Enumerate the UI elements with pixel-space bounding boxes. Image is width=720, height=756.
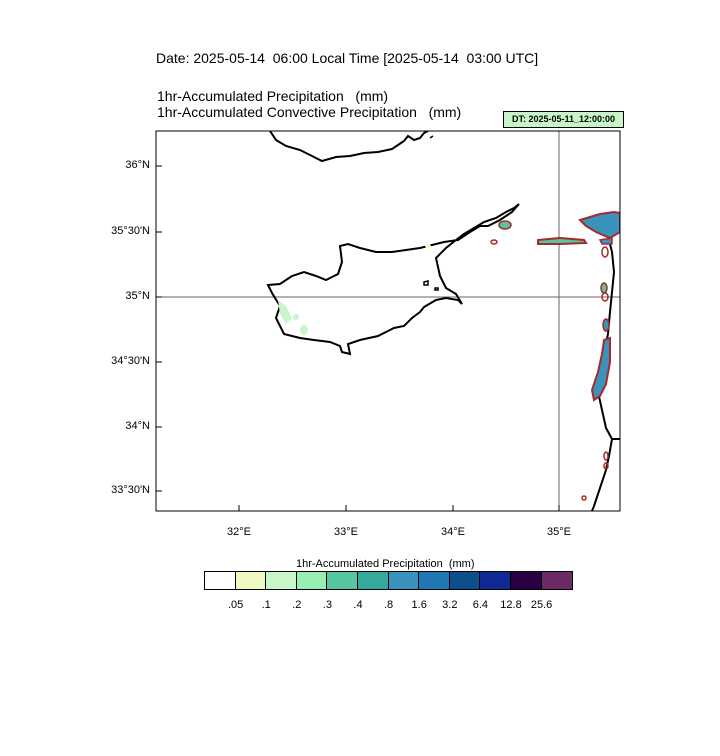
colorbar [204, 571, 574, 590]
colorbar-tick-label: 12.8 [500, 599, 522, 611]
convective-cell [578, 210, 620, 240]
precip-area-light [425, 244, 431, 248]
colorbar-title: 1hr-Accumulated Precipitation (mm) [296, 558, 475, 570]
colorbar-tick-label: .3 [322, 599, 332, 611]
convective-cell [537, 236, 588, 245]
israel-coastline [591, 438, 613, 511]
lon-label: 33°E [334, 526, 358, 538]
colorbar-box [541, 572, 573, 589]
lat-label: 34°N [125, 420, 150, 432]
colorbar-box [357, 572, 389, 589]
convective-cell [602, 318, 610, 332]
colorbar-box [296, 572, 328, 589]
variable-title-precip: 1hr-Accumulated Precipitation (mm) [157, 88, 389, 104]
colorbar-box [327, 572, 358, 589]
dt-badge: DT: 2025-05-11_12:00:00 [503, 111, 624, 128]
colorbar-box [205, 572, 236, 589]
colorbar-tick-label: 6.4 [472, 599, 489, 611]
colorbar-box [480, 572, 511, 589]
lat-label: 35°30'N [111, 225, 150, 237]
cyprus-coastline-islet [423, 280, 429, 286]
axis-ticks [156, 165, 560, 511]
convective-cells [490, 210, 620, 501]
cyprus-coastline [266, 203, 520, 356]
variable-title-convective: 1hr-Accumulated Convective Precipitation… [157, 104, 462, 120]
colorbar-tick-label: .8 [384, 599, 394, 611]
convective-cell [490, 239, 498, 245]
colorbar-tick-label: .1 [261, 599, 271, 611]
convective-cell [590, 336, 611, 402]
convective-cell [601, 292, 609, 302]
convective-cell [603, 462, 609, 470]
plot-frame [155, 130, 621, 512]
lat-label: 34°30'N [111, 355, 150, 367]
colorbar-box [510, 572, 542, 589]
convective-cell [498, 220, 512, 230]
colorbar-tick-label: 3.2 [442, 599, 458, 611]
lon-label: 32°E [227, 526, 251, 538]
colorbar-tick-label: .4 [353, 599, 363, 611]
colorbar-tick-label: .2 [292, 599, 302, 611]
colorbar-box [388, 572, 420, 589]
turkey-coastline-islet [429, 135, 434, 139]
convective-cell [601, 246, 609, 258]
precip-area-light [278, 300, 292, 324]
colorbar-tick-label: 25.6 [530, 599, 553, 611]
turkey-coastline [269, 131, 429, 163]
colorbar-box [266, 572, 297, 589]
lat-label: 35°N [125, 290, 150, 302]
date-title: Date: 2025-05-14 06:00 Local Time [2025-… [156, 50, 539, 66]
colorbar-tick-label: 1.6 [411, 599, 427, 611]
lat-label: 36°N [125, 159, 150, 171]
colorbar-tick-label: .05 [227, 599, 244, 611]
colorbar-box [419, 572, 450, 589]
lon-label: 35°E [547, 526, 571, 538]
cyprus-coastline-islet [434, 287, 439, 291]
convective-cell [600, 282, 608, 294]
precip-area-light [300, 325, 308, 335]
lon-label: 34°E [441, 526, 465, 538]
precip-area-light [293, 314, 299, 320]
convective-cell [581, 495, 587, 501]
convective-cell [603, 451, 609, 461]
colorbar-box [235, 572, 267, 589]
lat-label: 33°30'N [111, 484, 150, 496]
colorbar-box [449, 572, 481, 589]
convective-cell [598, 237, 613, 245]
